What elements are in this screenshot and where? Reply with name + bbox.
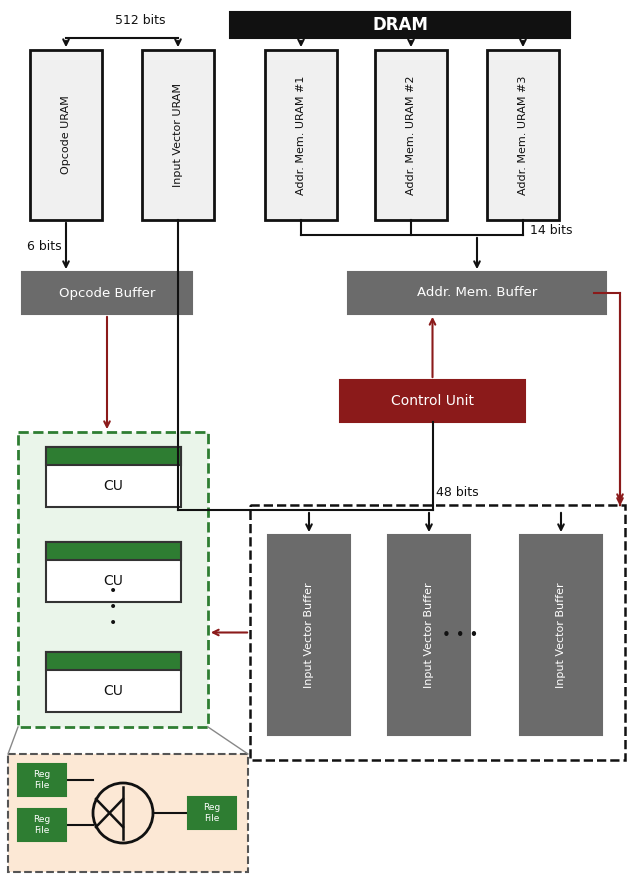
Text: Reg
File: Reg File <box>33 770 51 789</box>
Bar <box>45 542 180 560</box>
Bar <box>22 272 192 314</box>
Bar <box>18 809 66 841</box>
FancyBboxPatch shape <box>250 505 625 760</box>
Text: Control Unit: Control Unit <box>391 394 474 408</box>
Text: 512 bits: 512 bits <box>115 13 165 27</box>
Text: Addr. Mem. URAM #1: Addr. Mem. URAM #1 <box>296 75 306 194</box>
Text: Reg
File: Reg File <box>33 815 51 834</box>
Bar <box>388 535 470 735</box>
Text: Addr. Mem. URAM #3: Addr. Mem. URAM #3 <box>518 75 528 194</box>
FancyBboxPatch shape <box>18 432 208 727</box>
Bar <box>30 50 102 220</box>
FancyBboxPatch shape <box>8 754 248 872</box>
Bar <box>340 380 525 422</box>
Bar <box>45 447 180 465</box>
Bar <box>375 50 447 220</box>
Text: Reg
File: Reg File <box>204 804 221 823</box>
Text: • • •: • • • <box>442 628 478 643</box>
Bar <box>45 447 180 507</box>
Bar <box>18 764 66 796</box>
Text: CU: CU <box>103 574 123 588</box>
Bar <box>230 12 570 38</box>
Bar <box>45 542 180 602</box>
Bar <box>142 50 214 220</box>
Bar <box>45 652 180 670</box>
Text: •
•
•: • • • <box>109 583 117 630</box>
Text: 14 bits: 14 bits <box>530 224 572 237</box>
Bar <box>188 797 236 829</box>
Text: Opcode URAM: Opcode URAM <box>61 95 71 174</box>
Text: Addr. Mem. Buffer: Addr. Mem. Buffer <box>417 286 537 300</box>
Text: DRAM: DRAM <box>372 16 428 34</box>
Text: Input Vector Buffer: Input Vector Buffer <box>424 583 434 688</box>
Text: 6 bits: 6 bits <box>27 240 61 253</box>
Text: Addr. Mem. URAM #2: Addr. Mem. URAM #2 <box>406 75 416 194</box>
Text: Input Vector URAM: Input Vector URAM <box>173 83 183 187</box>
Bar <box>348 272 606 314</box>
Text: 48 bits: 48 bits <box>436 486 479 499</box>
Bar <box>45 652 180 712</box>
Text: Input Vector Buffer: Input Vector Buffer <box>556 583 566 688</box>
Text: CU: CU <box>103 479 123 493</box>
Text: Opcode Buffer: Opcode Buffer <box>59 286 155 300</box>
Bar <box>268 535 350 735</box>
Bar <box>487 50 559 220</box>
Text: CU: CU <box>103 684 123 698</box>
Bar <box>265 50 337 220</box>
Bar <box>520 535 602 735</box>
Text: Input Vector Buffer: Input Vector Buffer <box>304 583 314 688</box>
